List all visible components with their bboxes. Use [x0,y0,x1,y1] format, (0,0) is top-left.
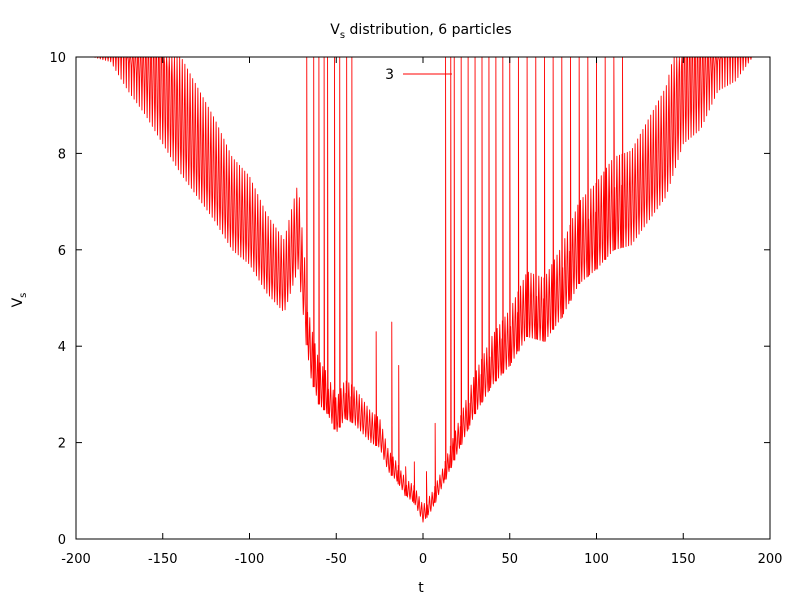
tick-layer: -200 -150 -100 -50 0 50 100 150 200 0 2 4 6 8 10 [49,51,782,567]
x-axis-label: t [418,580,424,596]
x-tick-label: -200 [61,552,91,567]
x-tick-label: 0 [419,552,427,567]
x-tick-label: 200 [758,552,783,567]
data-layer [75,56,771,523]
legend-label: 3 [385,67,394,83]
x-tick-label: 100 [584,552,609,567]
series-line-3 [75,56,771,523]
x-tick-label: 150 [671,552,696,567]
y-tick-label: 6 [58,244,66,259]
x-tick-label: -100 [235,552,265,567]
x-tick-label: -50 [326,552,347,567]
y-tick-label: 0 [58,533,66,548]
x-tick-label: 50 [501,552,518,567]
chart-title: Vs distribution, 6 particles [330,22,511,41]
y-tick-label: 8 [58,147,66,162]
y-tick-label: 4 [58,340,66,355]
y-tick-label: 2 [58,437,66,452]
legend: 3 [385,67,452,83]
y-axis-label: Vs [10,293,29,308]
x-tick-label: -150 [148,552,178,567]
y-tick-label: 10 [49,51,66,66]
